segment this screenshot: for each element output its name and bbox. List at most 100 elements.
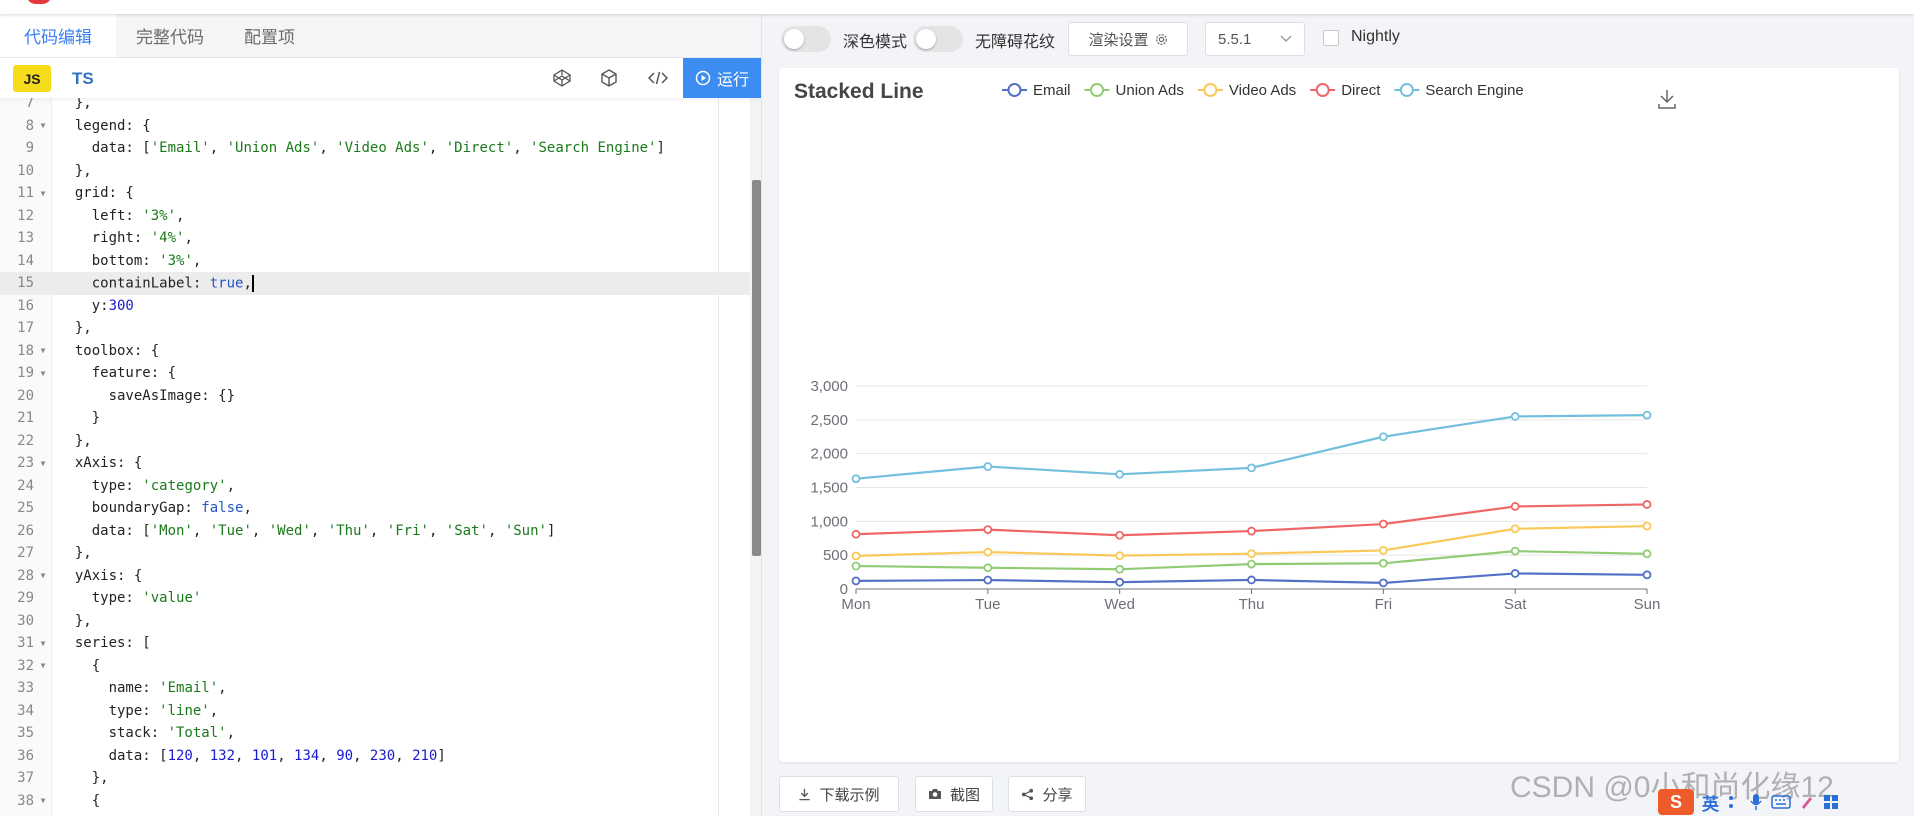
legend-item[interactable]: Union Ads bbox=[1084, 82, 1184, 99]
code-line[interactable]: 37 }, bbox=[0, 767, 750, 790]
code-line[interactable]: 24 type: 'category', bbox=[0, 475, 750, 498]
lang-ts-toggle[interactable]: TS bbox=[72, 68, 94, 88]
fold-arrow-icon[interactable]: ▼ bbox=[40, 368, 46, 378]
fold-arrow-icon[interactable]: ▼ bbox=[40, 346, 46, 356]
code-text: feature: { bbox=[58, 365, 177, 382]
code-line[interactable]: 8 ▼ legend: { bbox=[0, 115, 750, 138]
fold-arrow-icon[interactable]: ▼ bbox=[40, 121, 46, 131]
lang-js-toggle[interactable]: JS bbox=[13, 65, 51, 92]
code-editor[interactable]: 7 }, 8 ▼ legend: {9 data: ['Email', 'Union… bbox=[0, 98, 761, 816]
code-line[interactable]: 26 data: ['Mon', 'Tue', 'Wed', 'Thu', 'F… bbox=[0, 520, 750, 543]
code-line[interactable]: 32 ▼ { bbox=[0, 655, 750, 678]
dark-mode-switch[interactable] bbox=[781, 26, 831, 52]
code-line[interactable]: 10 }, bbox=[0, 160, 750, 183]
code-line[interactable]: 38 ▼ { bbox=[0, 790, 750, 813]
legend-item[interactable]: Search Engine bbox=[1394, 82, 1524, 99]
save-as-image-icon[interactable] bbox=[1658, 90, 1676, 109]
code-line[interactable]: 11 ▼ grid: { bbox=[0, 182, 750, 205]
code-line[interactable]: 12 left: '3%', bbox=[0, 205, 750, 228]
x-tick-label: Thu bbox=[1239, 596, 1265, 613]
code-line[interactable]: 31 ▼ series: [ bbox=[0, 632, 750, 655]
tab-options[interactable]: 配置项 bbox=[244, 28, 295, 47]
code-line[interactable]: 36 data: [120, 132, 101, 134, 90, 230, 2… bbox=[0, 745, 750, 768]
editor-toolbar: JS TS 运行 bbox=[0, 58, 761, 98]
code-line[interactable]: 14 bottom: '3%', bbox=[0, 250, 750, 273]
codesandbox-icon[interactable] bbox=[597, 66, 621, 90]
code-line[interactable]: 25 boundaryGap: false, bbox=[0, 497, 750, 520]
fold-arrow-icon[interactable]: ▼ bbox=[40, 661, 46, 671]
screenshot-button[interactable]: 截图 bbox=[915, 776, 993, 812]
version-select[interactable]: 5.5.1 bbox=[1205, 22, 1305, 56]
keyboard-icon[interactable] bbox=[1771, 795, 1791, 809]
data-point bbox=[1510, 546, 1520, 556]
code-line[interactable]: 30 }, bbox=[0, 610, 750, 633]
tab-full-code[interactable]: 完整代码 bbox=[136, 28, 204, 47]
code-text: yAxis: { bbox=[58, 567, 143, 584]
run-button[interactable]: 运行 bbox=[683, 58, 761, 98]
code-line[interactable]: 33 name: 'Email', bbox=[0, 677, 750, 700]
code-line[interactable]: 19 ▼ feature: { bbox=[0, 362, 750, 385]
data-point bbox=[983, 563, 993, 573]
code-line[interactable]: 29 type: 'value' bbox=[0, 587, 750, 610]
fold-arrow-icon[interactable]: ▼ bbox=[40, 796, 46, 806]
legend-item[interactable]: Video Ads bbox=[1197, 82, 1296, 99]
download-example-button[interactable]: 下载示例 bbox=[779, 776, 899, 812]
line-gutter bbox=[0, 98, 52, 816]
data-point bbox=[1642, 549, 1652, 559]
line-number: 30 bbox=[17, 612, 34, 629]
code-line[interactable]: 9 data: ['Email', 'Union Ads', 'Video Ad… bbox=[0, 137, 750, 160]
code-line[interactable]: 28 ▼ yAxis: { bbox=[0, 565, 750, 588]
code-line[interactable]: 22 }, bbox=[0, 430, 750, 453]
aria-decal-switch[interactable] bbox=[913, 26, 963, 52]
code-line[interactable]: 21 } bbox=[0, 407, 750, 430]
tab-code-edit[interactable]: 代码编辑 bbox=[0, 14, 116, 57]
fold-arrow-icon[interactable]: ▼ bbox=[40, 458, 46, 468]
line-number: 17 bbox=[17, 320, 34, 337]
site-logo[interactable] bbox=[26, 0, 52, 4]
nightly-checkbox[interactable] bbox=[1323, 30, 1339, 46]
legend-item[interactable]: Email bbox=[1002, 82, 1071, 99]
data-point bbox=[1642, 410, 1652, 420]
code-text: toolbox: { bbox=[58, 342, 160, 359]
data-point bbox=[1115, 469, 1125, 479]
code-line[interactable]: 15 containLabel: true, bbox=[0, 272, 750, 295]
ime-punct-icon[interactable] bbox=[1727, 794, 1741, 810]
code-line[interactable]: 23 ▼ xAxis: { bbox=[0, 452, 750, 475]
grid-menu-icon[interactable] bbox=[1823, 794, 1839, 810]
ime-logo[interactable]: S bbox=[1658, 789, 1694, 815]
ime-mode[interactable]: 英 bbox=[1702, 794, 1719, 814]
codepen-icon[interactable] bbox=[550, 66, 574, 90]
code-line[interactable]: 13 right: '4%', bbox=[0, 227, 750, 250]
screenshot-label: 截图 bbox=[949, 786, 980, 804]
line-number: 22 bbox=[17, 432, 34, 449]
code-line[interactable]: 7 }, bbox=[0, 98, 750, 115]
code-text: type: 'value' bbox=[58, 590, 202, 607]
fold-arrow-icon[interactable]: ▼ bbox=[40, 188, 46, 198]
legend-marker bbox=[1399, 83, 1414, 97]
share-button[interactable]: 分享 bbox=[1008, 776, 1086, 812]
fold-arrow-icon[interactable]: ▼ bbox=[40, 638, 46, 648]
fold-arrow-icon[interactable]: ▼ bbox=[40, 571, 46, 581]
legend-item[interactable]: Direct bbox=[1310, 82, 1381, 99]
skin-icon[interactable] bbox=[1799, 794, 1815, 810]
code-line[interactable]: 27 }, bbox=[0, 542, 750, 565]
code-line[interactable]: 18 ▼ toolbox: { bbox=[0, 340, 750, 363]
version-value: 5.5.1 bbox=[1218, 30, 1252, 48]
download-example-label: 下载示例 bbox=[819, 786, 880, 804]
chevron-down-icon bbox=[1280, 35, 1292, 42]
code-embed-icon[interactable] bbox=[646, 66, 670, 90]
code-line[interactable]: 34 type: 'line', bbox=[0, 700, 750, 723]
code-line[interactable]: 17 }, bbox=[0, 317, 750, 340]
render-settings-button[interactable]: 渲染设置 bbox=[1068, 22, 1188, 56]
preview-pane: 深色模式 无障碍花纹 渲染设置 5.5.1 Nightly Stacked Li… bbox=[763, 14, 1914, 816]
data-point bbox=[1247, 549, 1256, 559]
line-number: 29 bbox=[17, 590, 34, 607]
microphone-icon[interactable] bbox=[1749, 793, 1763, 811]
code-line[interactable]: 20 saveAsImage: {} bbox=[0, 385, 750, 408]
code-line[interactable]: 35 stack: 'Total', bbox=[0, 722, 750, 745]
code-line[interactable]: 39 name: 'Union Ads', bbox=[0, 812, 750, 816]
editor-scrollbar-thumb[interactable] bbox=[752, 180, 761, 556]
code-line[interactable]: 16 y:300 bbox=[0, 295, 750, 318]
code-text: }, bbox=[58, 98, 92, 112]
line-number: 27 bbox=[17, 545, 34, 562]
